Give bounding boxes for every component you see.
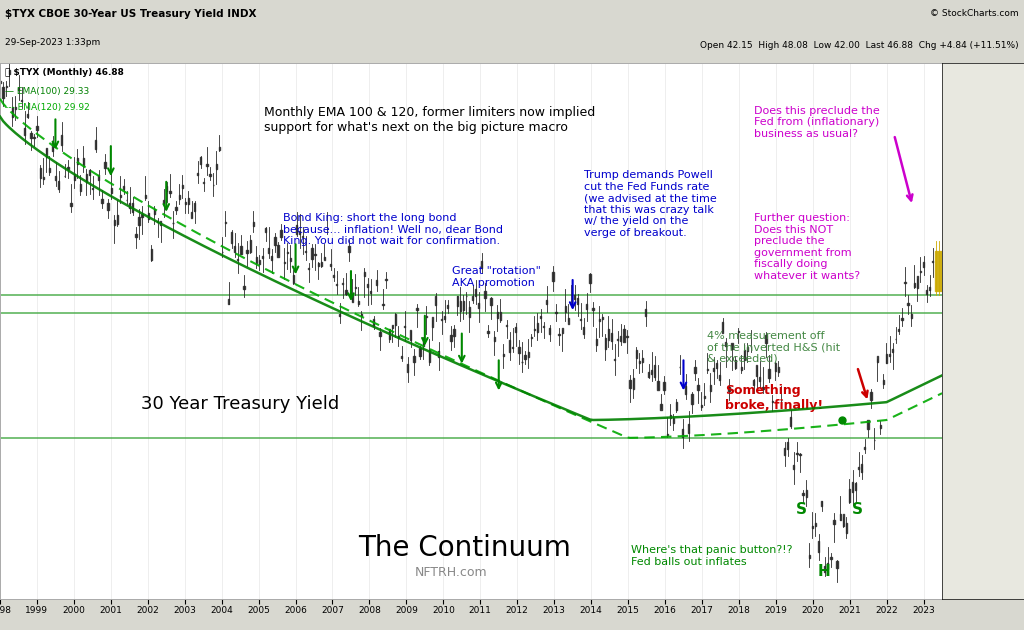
Text: NFTRH.com: NFTRH.com [415, 566, 487, 580]
Text: 29-Sep-2023 1:33pm: 29-Sep-2023 1:33pm [5, 38, 100, 47]
Text: Monthly EMA 100 & 120, former limiters now implied
support for what's next on th: Monthly EMA 100 & 120, former limiters n… [264, 106, 595, 134]
Text: Great "rotation"
AKA promotion: Great "rotation" AKA promotion [453, 266, 541, 288]
Text: 4% measurement off
of the inverted H&S (hit
& exceeded): 4% measurement off of the inverted H&S (… [707, 331, 840, 364]
Text: H: H [817, 564, 830, 579]
Text: --- EMA(120) 29.92: --- EMA(120) 29.92 [5, 103, 89, 112]
Text: Where's that panic button?!?
Fed balls out inflates: Where's that panic button?!? Fed balls o… [631, 545, 793, 566]
Text: Bond King: short the long bond
because... inflation! Well no, dear Bond
King. Yo: Bond King: short the long bond because..… [283, 213, 503, 246]
Text: Does this preclude the
Fed from (inflationary)
business as usual?: Does this preclude the Fed from (inflati… [754, 106, 880, 139]
Text: — EMA(100) 29.33: — EMA(100) 29.33 [5, 87, 89, 96]
Text: Open 42.15  High 48.08  Low 42.00  Last 46.88  Chg +4.84 (+11.51%): Open 42.15 High 48.08 Low 42.00 Last 46.… [700, 41, 1019, 50]
Text: © StockCharts.com: © StockCharts.com [930, 9, 1019, 18]
Text: $TYX CBOE 30-Year US Treasury Yield INDX: $TYX CBOE 30-Year US Treasury Yield INDX [5, 9, 257, 20]
Text: Trump demands Powell
cut the Fed Funds rate
(we advised at the time
that this wa: Trump demands Powell cut the Fed Funds r… [584, 170, 717, 238]
Text: S: S [852, 501, 862, 517]
Text: ⬛ $TYX (Monthly) 46.88: ⬛ $TYX (Monthly) 46.88 [5, 69, 124, 77]
Text: Further question:
Does this NOT
preclude the
government from
fiscally doing
what: Further question: Does this NOT preclude… [754, 213, 860, 281]
Text: 30 Year Treasury Yield: 30 Year Treasury Yield [141, 395, 340, 413]
Text: Something
broke, finally!: Something broke, finally! [725, 384, 823, 412]
Text: The Continuum: The Continuum [358, 534, 570, 562]
Text: S: S [797, 501, 807, 517]
